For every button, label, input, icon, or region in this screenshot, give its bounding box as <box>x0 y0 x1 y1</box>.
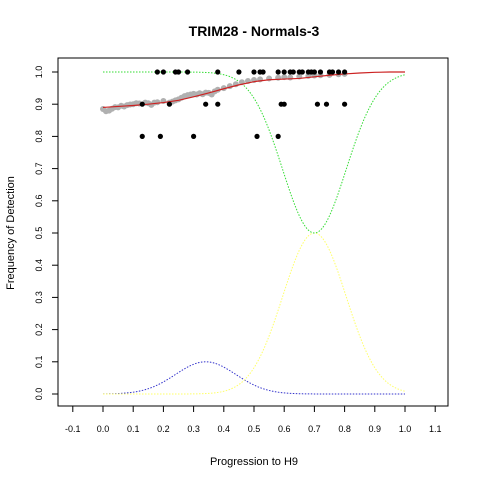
y-tick-label: 0.4 <box>34 259 44 272</box>
x-axis: -0.1 0.0 0.1 0.2 0.3 0.4 0.5 0.6 0.7 0.8 0.9 1.0 1.1 <box>65 406 441 434</box>
y-axis: 0.0 0.1 0.2 0.3 0.4 0.5 0.6 0.7 0.8 0.9 1.0 <box>34 66 58 401</box>
green-curve <box>103 71 406 234</box>
plot-frame <box>57 57 449 407</box>
observed-point <box>184 69 191 75</box>
curves-layer <box>102 71 406 395</box>
observed-point <box>157 133 163 139</box>
observed-point <box>275 133 281 139</box>
observed-point <box>260 69 266 75</box>
observed-point <box>175 69 182 75</box>
y-tick-label: 0.5 <box>34 227 44 240</box>
x-tick-label: 0.6 <box>278 424 291 434</box>
fit-line <box>102 71 405 109</box>
observed-point <box>281 69 287 75</box>
observed-point <box>299 69 305 75</box>
observed-point <box>342 69 348 75</box>
x-tick-label: 1.0 <box>399 424 412 434</box>
observed-point <box>251 69 257 75</box>
x-tick-label: 0.7 <box>308 424 321 434</box>
y-tick-label: 0.9 <box>34 98 44 111</box>
y-tick-label: 0.7 <box>34 162 44 175</box>
y-tick-label: 0.1 <box>34 356 44 369</box>
x-tick-label: 0.0 <box>97 424 110 434</box>
x-tick-label: 0.4 <box>218 424 231 434</box>
chart-title: TRIM28 - Normals-3 <box>189 23 320 39</box>
y-axis-label: Frequency of Detection <box>5 176 17 290</box>
x-tick-label: 0.9 <box>369 424 382 434</box>
x-tick-label: 0.2 <box>157 424 170 434</box>
observed-point <box>335 69 342 75</box>
y-tick-label: 0.2 <box>34 323 44 336</box>
x-tick-label: -0.1 <box>65 424 81 434</box>
observed-point <box>154 69 160 75</box>
observed-point <box>236 69 242 75</box>
observed-point <box>329 69 336 75</box>
points-layer <box>100 69 405 139</box>
y-tick-label: 1.0 <box>34 66 44 79</box>
observed-point <box>342 101 348 107</box>
yellow-curve <box>103 232 406 395</box>
observed-point <box>311 69 317 75</box>
observed-point <box>317 69 324 75</box>
observed-point <box>139 133 145 139</box>
observed-point <box>203 101 209 107</box>
observed-point <box>281 101 287 107</box>
observed-point <box>160 69 166 75</box>
y-tick-label: 0.0 <box>34 388 44 401</box>
observed-point <box>314 101 321 107</box>
y-tick-label: 0.8 <box>34 130 44 143</box>
observed-point <box>215 69 221 75</box>
observed-point <box>290 69 296 75</box>
x-tick-label: 0.8 <box>338 424 351 434</box>
observed-point <box>215 101 221 107</box>
observed-point <box>139 101 145 107</box>
y-tick-label: 0.6 <box>34 195 44 208</box>
x-axis-label: Progression to H9 <box>210 456 298 468</box>
x-tick-label: 0.5 <box>248 424 261 434</box>
observed-point <box>275 69 281 75</box>
smoothed-point <box>287 74 294 81</box>
observed-point <box>166 101 173 107</box>
observed-point <box>323 101 330 107</box>
x-tick-label: 0.1 <box>127 424 140 434</box>
y-tick-label: 0.3 <box>34 291 44 304</box>
blue-curve <box>102 361 405 395</box>
observed-point <box>254 133 260 139</box>
x-tick-label: 1.1 <box>429 424 442 434</box>
x-tick-label: 0.3 <box>187 424 200 434</box>
observed-point <box>191 133 197 139</box>
smoothed-point <box>154 99 161 106</box>
